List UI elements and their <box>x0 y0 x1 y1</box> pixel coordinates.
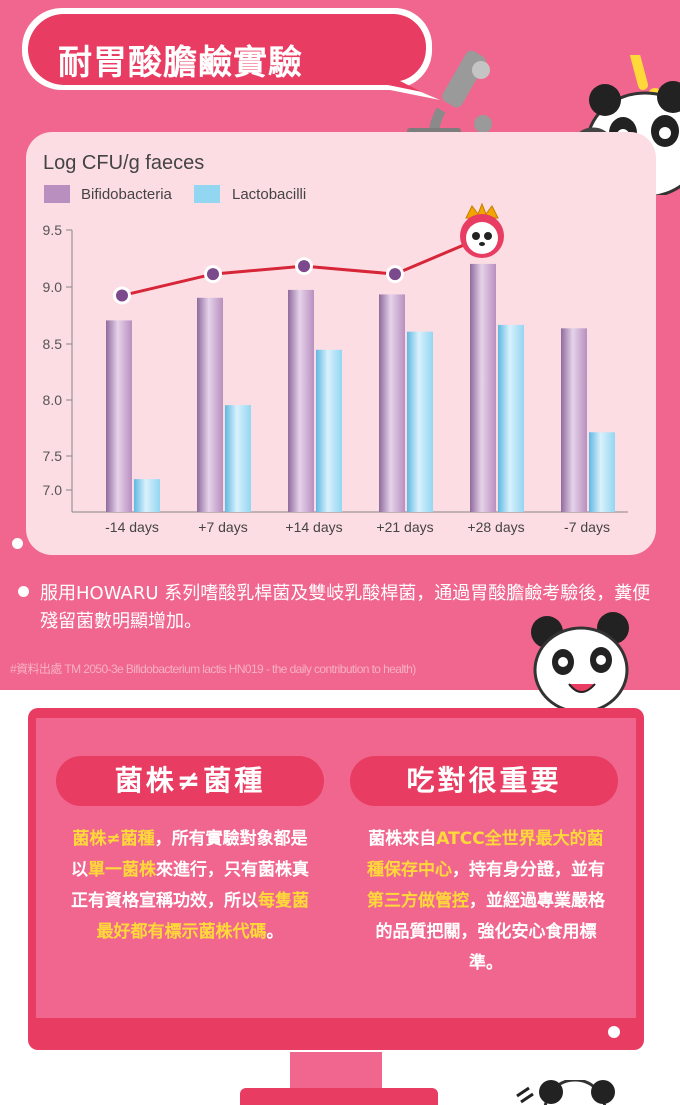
trend-marker-3 <box>389 268 401 281</box>
bar-bifidobacteria-4 <box>470 263 496 512</box>
bar-bifidobacteria-1 <box>197 297 223 512</box>
body-text: 。 <box>266 922 284 942</box>
legend-swatch-bifidobacteria <box>44 185 70 203</box>
body-text: ，持有身分證，並有 <box>452 860 605 880</box>
highlight-text: 單一菌株 <box>88 860 156 880</box>
x-tick-label: -14 days <box>105 519 159 535</box>
heading-strain: 菌株≠菌種 <box>56 756 324 806</box>
bar-bifidobacteria-0 <box>106 320 132 512</box>
monitor-stand <box>290 1052 382 1092</box>
bullet-text: 服用HOWARU 系列嗜酸乳桿菌及雙岐乳酸桿菌，通過胃酸膽鹼考驗後，糞便殘留菌數… <box>40 583 651 632</box>
legend-label-bifidobacteria: Bifidobacteria <box>81 186 173 203</box>
legend: Bifidobacteria Lactobacilli <box>44 185 306 203</box>
crowned-panda-icon <box>460 202 504 258</box>
bar-lactobacilli-3 <box>407 331 433 512</box>
trend-marker-0 <box>116 289 128 302</box>
legend-swatch-lactobacilli <box>194 185 220 203</box>
legend-label-lactobacilli: Lactobacilli <box>232 186 306 203</box>
x-tick-label: -7 days <box>564 519 610 535</box>
decor-dot <box>12 538 23 549</box>
x-tick-label: +21 days <box>376 519 433 535</box>
y-tick-label: 8.0 <box>43 392 63 408</box>
trend-marker-1 <box>207 268 219 281</box>
bullet-dot <box>18 586 29 597</box>
importance-description: 菌株來自ATCC全世界最大的菌種保存中心，持有身分證，並有第三方做管控，並經過專… <box>360 824 612 979</box>
y-tick-label: 9.0 <box>43 279 63 295</box>
bar-bifidobacteria-3 <box>379 294 405 512</box>
y-tick-label: 8.5 <box>43 336 63 352</box>
bar-lactobacilli-0 <box>134 479 160 512</box>
source-note: #資料出處 TM 2050-3e Bifidobacterium lactis … <box>10 662 416 676</box>
heading-importance: 吃對很重要 <box>350 756 618 806</box>
highlight-text: 第三方做管控 <box>367 891 469 911</box>
bar-lactobacilli-2 <box>316 349 342 512</box>
title-bubble <box>22 8 440 100</box>
body-text: 來進行，只有菌株真正有資格宣稱功效，所以 <box>71 860 309 911</box>
highlight-text: 每隻菌最好都有標示菌株代碼 <box>96 891 310 942</box>
chart: Log CFU/g faeces Bifidobacteria Lactobac… <box>43 152 628 535</box>
monitor-power-dot <box>608 1026 620 1038</box>
y-tick-label: 7.0 <box>43 482 63 498</box>
highlight-text: ATCC全世界最大的菌種保存中心 <box>367 829 604 880</box>
page-title: 耐胃酸膽鹼實驗 <box>58 43 303 83</box>
x-tick-label: +28 days <box>467 519 524 535</box>
x-tick-label: +14 days <box>285 519 342 535</box>
monitor-base <box>240 1088 438 1105</box>
body-text: ，並經過專業嚴格的品質把關，強化安心食用標準。 <box>375 891 606 973</box>
body-text: 菌株來自 <box>368 829 437 849</box>
bar-lactobacilli-4 <box>498 324 524 512</box>
y-tick-label: 9.5 <box>43 222 63 238</box>
panda-peeking-icon <box>516 1080 615 1105</box>
chart-panel: Log CFU/g faeces Bifidobacteria Lactobac… <box>26 132 656 555</box>
bar-lactobacilli-5 <box>589 432 615 512</box>
strain-description: 菌株≠菌種，所有實驗對象都是以單一菌株來進行，只有菌株真正有資格宣稱功效，所以每… <box>64 824 316 948</box>
highlight-text: 菌株≠菌種 <box>72 829 155 849</box>
y-tick-label: 7.5 <box>43 448 63 464</box>
trend-marker-2 <box>298 260 310 273</box>
bar-lactobacilli-1 <box>225 405 251 512</box>
bar-bifidobacteria-2 <box>288 289 314 512</box>
x-tick-label: +7 days <box>198 519 247 535</box>
bar-bifidobacteria-5 <box>561 328 587 512</box>
body-text: ，所有實驗對象都是以 <box>71 829 308 880</box>
chart-ylabel: Log CFU/g faeces <box>43 152 204 174</box>
